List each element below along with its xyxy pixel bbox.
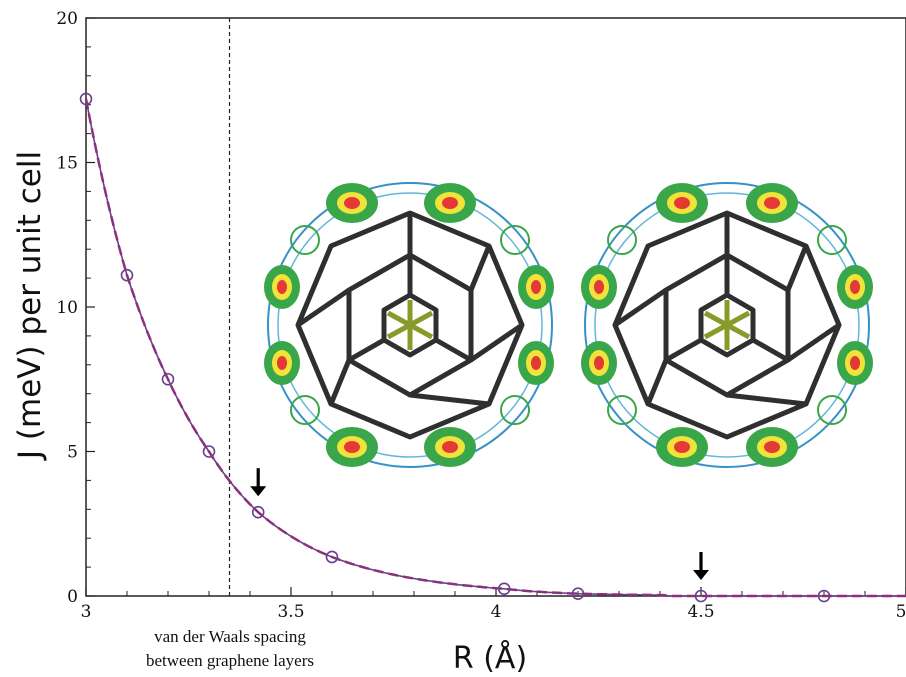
c60-density-right xyxy=(581,182,873,468)
y-tick-label: 5 xyxy=(67,443,78,463)
data-point xyxy=(325,550,339,564)
vdw-label-line1: van der Waals spacing xyxy=(154,627,306,646)
data-point xyxy=(161,372,175,386)
data-point xyxy=(497,582,511,596)
c60-cage-left xyxy=(295,210,525,440)
c60-cage-right xyxy=(612,210,842,440)
axis-ticks xyxy=(85,17,906,597)
data-point xyxy=(571,587,585,600)
density-lobes-right xyxy=(581,183,873,467)
data-points xyxy=(79,92,831,603)
vdw-label-line2: between graphene layers xyxy=(146,651,314,670)
y-tick-label: 20 xyxy=(56,9,78,29)
molecule-inset xyxy=(264,182,873,468)
data-point xyxy=(251,505,265,519)
series-line xyxy=(85,98,906,597)
data-point xyxy=(120,268,134,282)
c60-core-right xyxy=(703,300,751,350)
plot-frame xyxy=(85,17,906,597)
x-tick-label: 3 xyxy=(81,602,92,622)
y-tick-label: 10 xyxy=(56,298,78,318)
tick-labels: 3 3.5 4 4.5 5 0 5 10 15 20 xyxy=(56,9,906,622)
data-point xyxy=(694,589,708,603)
density-lobes-left xyxy=(264,183,554,467)
x-tick-label: 4.5 xyxy=(687,602,714,622)
x-tick-label: 5 xyxy=(896,602,906,622)
x-axis-title: R (Å) xyxy=(453,640,527,676)
arrows xyxy=(250,468,709,580)
c60-density-left xyxy=(264,182,554,468)
y-tick-label: 0 xyxy=(67,587,78,607)
data-point xyxy=(817,589,831,603)
down-arrow-icon xyxy=(250,468,267,497)
fit-curve xyxy=(84,98,906,598)
x-tick-label: 4 xyxy=(491,602,502,622)
c60-core-left xyxy=(386,300,434,350)
data-point xyxy=(79,92,93,106)
down-arrow-icon xyxy=(693,552,709,580)
x-tick-label: 3.5 xyxy=(277,602,304,622)
data-point xyxy=(202,445,216,458)
y-axis-title: J (meV) per unit cell xyxy=(12,151,48,461)
y-tick-label: 15 xyxy=(56,154,78,174)
